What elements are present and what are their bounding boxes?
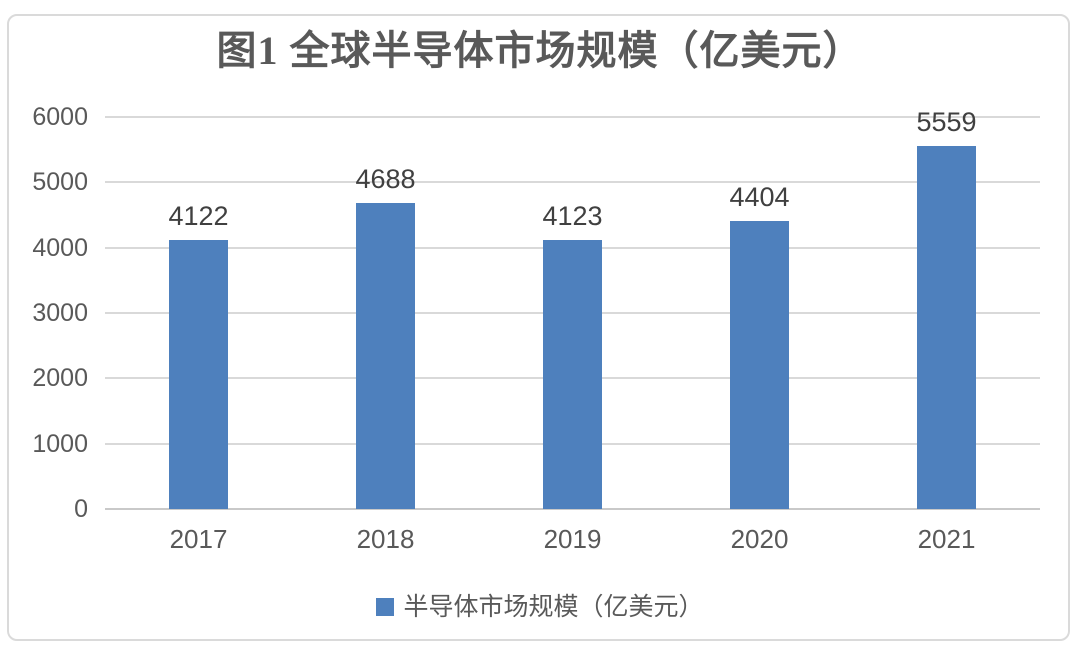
legend-label: 半导体市场规模（亿美元） (403, 593, 704, 621)
bar-2018 (356, 202, 415, 509)
chart-title: 图1 全球半导体市场规模（亿美元） (216, 28, 864, 73)
y-axis-tick-label: 2000 (32, 364, 88, 393)
x-axis-label-2019: 2019 (543, 524, 602, 554)
legend-marker-square (376, 598, 395, 616)
y-axis-tick-label: 4000 (32, 233, 88, 262)
y-axis-tick-label: 0 (74, 495, 88, 523)
x-axis-label-2020: 2020 (730, 524, 789, 554)
bar-value-label-2019: 4123 (542, 200, 603, 231)
y-axis-tick-label: 1000 (32, 429, 88, 458)
bar-2017 (169, 239, 228, 509)
bar-value-label-2020: 4404 (729, 182, 790, 213)
bar-value-label-2017: 4122 (168, 200, 229, 231)
x-axis-label-2018: 2018 (356, 524, 415, 554)
bar-2021 (917, 145, 976, 509)
bar-value-label-2018: 4688 (355, 163, 416, 194)
bar-value-label-2021: 5559 (916, 106, 977, 137)
gridline (105, 181, 1040, 184)
y-axis-tick-label: 5000 (32, 168, 88, 197)
y-axis-tick-label: 3000 (32, 299, 88, 327)
x-axis-line (105, 508, 1040, 510)
bar-2019 (543, 239, 602, 509)
bar-2020 (730, 221, 789, 509)
y-axis-tick-label: 6000 (32, 103, 88, 131)
x-axis-label-2021: 2021 (917, 524, 976, 554)
x-axis-label-2017: 2017 (169, 524, 228, 554)
legend: 半导体市场规模（亿美元） (0, 593, 1080, 621)
gridline (105, 116, 1040, 118)
